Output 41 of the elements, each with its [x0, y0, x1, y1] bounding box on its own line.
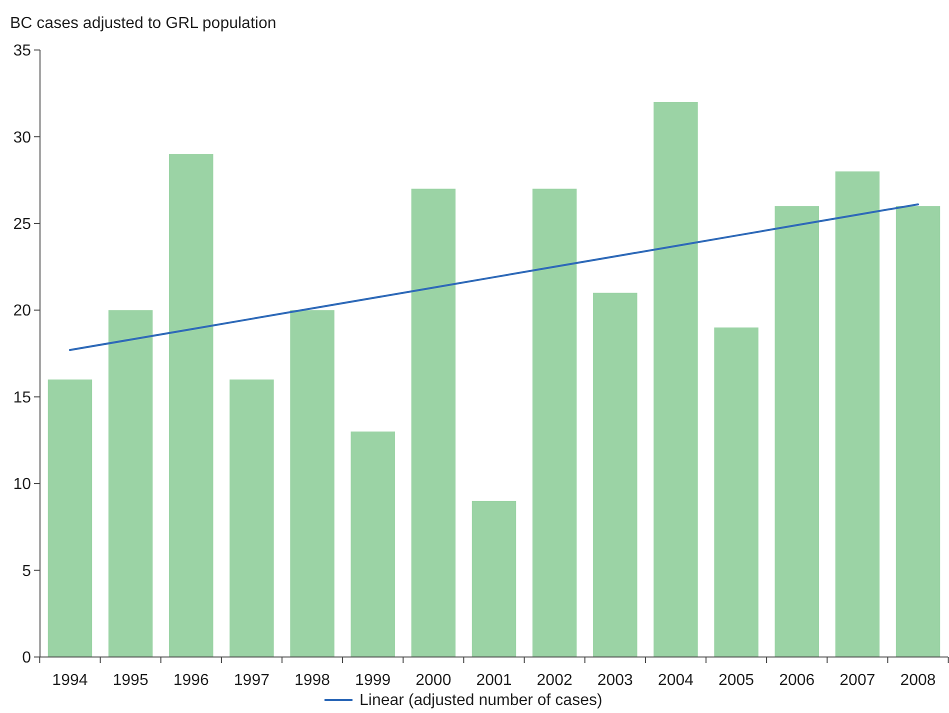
bar	[654, 102, 698, 657]
bar	[290, 310, 334, 657]
y-tick-label: 35	[13, 42, 32, 60]
bar	[411, 188, 456, 657]
bar	[108, 310, 153, 657]
bar	[714, 327, 758, 657]
x-tick-label: 2001	[476, 672, 512, 689]
x-tick-label: 2007	[840, 672, 876, 689]
y-tick-label: 0	[22, 650, 32, 667]
y-tick-label: 10	[13, 476, 32, 494]
bar	[896, 206, 940, 657]
x-tick-label: 2000	[416, 672, 452, 689]
x-tick-label: 1999	[355, 672, 391, 689]
x-tick-label: 1998	[294, 672, 330, 689]
y-tick-label: 15	[13, 389, 32, 406]
bar	[593, 292, 638, 657]
x-tick-label: 1996	[173, 672, 210, 689]
x-tick-label: 2006	[779, 672, 815, 689]
legend-label: Linear (adjusted number of cases)	[360, 692, 602, 709]
y-axis-title: BC cases adjusted to GRL population	[10, 15, 276, 32]
y-tick-label: 20	[13, 302, 32, 320]
x-tick-label: 2005	[718, 672, 754, 689]
x-tick-label: 2004	[658, 672, 694, 689]
y-tick-label: 25	[13, 216, 32, 234]
bar	[48, 380, 92, 657]
bar	[230, 380, 274, 657]
bar	[350, 432, 395, 657]
line-series	[68, 203, 920, 352]
bar	[774, 206, 819, 657]
x-tick-label: 2008	[900, 672, 936, 689]
x-tick-label: 1995	[112, 672, 148, 689]
x-tick-label: 2002	[536, 672, 572, 689]
bar	[169, 154, 214, 657]
x-tick-label: 2003	[597, 672, 634, 689]
y-tick-label: 5	[22, 562, 32, 580]
bar	[472, 500, 516, 657]
x-tick-label: 1994	[52, 672, 88, 689]
bar	[532, 188, 577, 657]
x-tick-label: 1997	[234, 672, 270, 689]
y-tick-label: 30	[13, 129, 32, 146]
bar	[835, 171, 880, 657]
